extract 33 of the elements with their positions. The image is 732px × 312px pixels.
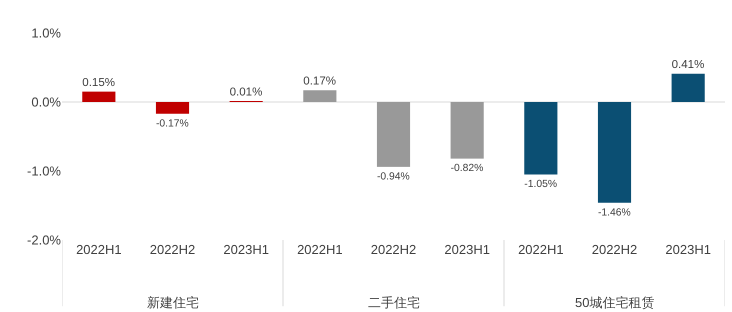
bar	[376, 102, 410, 167]
y-tick-label: -2.0%	[27, 232, 62, 248]
text: 50城住宅租赁	[575, 295, 654, 310]
x-tick-label: 2023H1	[444, 242, 490, 257]
bar	[450, 102, 484, 159]
text: 新建住宅	[147, 295, 199, 310]
data-label: 0.15%	[82, 76, 116, 89]
x-tick-label: 2023H1	[665, 242, 711, 257]
x-tick-label: 2022H2	[150, 242, 196, 257]
bar	[82, 92, 116, 102]
data-label: 0.01%	[230, 86, 262, 98]
bar	[303, 90, 336, 102]
data-label: 0.41%	[672, 59, 704, 72]
data-label: 0.17%	[303, 76, 336, 88]
bar	[524, 102, 558, 174]
x-tick-label: 2022H1	[76, 242, 122, 257]
x-tick-label: 2023H1	[223, 242, 269, 257]
x-tick-label: 2022H2	[370, 242, 416, 257]
y-tick-label: 0.0%	[31, 94, 62, 110]
x-tick-label: 2022H1	[518, 242, 564, 257]
data-label: -1.46%	[598, 207, 631, 218]
data-label: -0.94%	[376, 171, 410, 182]
data-label: -1.05%	[524, 179, 558, 190]
y-tick-label: -1.0%	[27, 164, 62, 179]
y-tick-label: 1.0%	[31, 26, 62, 41]
x-tick-label: 2022H2	[592, 242, 638, 257]
data-label: -0.17%	[156, 118, 189, 130]
bar	[672, 74, 705, 102]
bar	[598, 102, 632, 203]
x-tick-label: 2022H1	[297, 242, 343, 257]
text: 二手住宅	[368, 295, 420, 310]
bar	[156, 102, 190, 114]
data-label: -0.82%	[450, 163, 484, 174]
